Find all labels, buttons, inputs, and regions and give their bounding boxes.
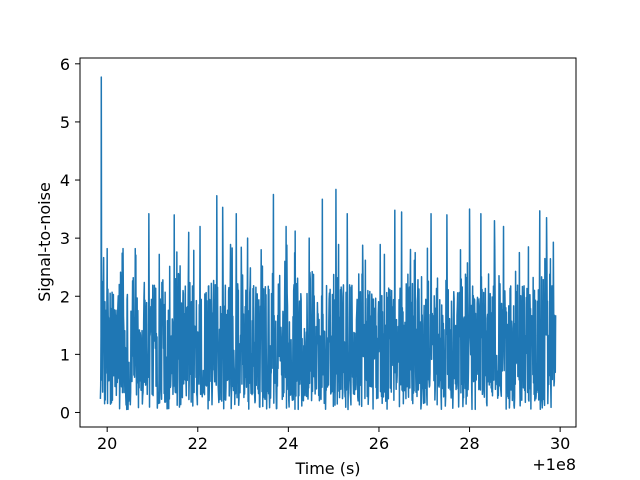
series-group bbox=[99, 76, 557, 411]
y-axis-label: Signal-to-noise bbox=[35, 182, 54, 302]
snr-series-line bbox=[99, 76, 557, 411]
x-axis-label: Time (s) bbox=[294, 459, 360, 478]
y-tick-label: 4 bbox=[60, 171, 70, 190]
x-tick-label: 26 bbox=[369, 434, 389, 453]
y-tick-label: 6 bbox=[60, 55, 70, 74]
x-axis-offset-label: +1e8 bbox=[532, 455, 576, 474]
y-tick-label: 5 bbox=[60, 113, 70, 132]
x-tick-label: 28 bbox=[459, 434, 479, 453]
y-tick-label: 1 bbox=[60, 345, 70, 364]
axes-frame bbox=[79, 57, 577, 428]
x-axis-ticks: 20 22 24 26 28 30 bbox=[97, 427, 570, 453]
x-tick-label: 22 bbox=[188, 434, 208, 453]
x-tick-label: 24 bbox=[278, 434, 298, 453]
y-axis-ticks: 0 1 2 3 4 5 6 bbox=[60, 55, 80, 422]
y-tick-label: 3 bbox=[60, 229, 70, 248]
x-tick-label: 30 bbox=[550, 434, 570, 453]
plot-area bbox=[99, 76, 557, 411]
y-tick-label: 0 bbox=[60, 403, 70, 422]
y-tick-label: 2 bbox=[60, 287, 70, 306]
x-tick-label: 20 bbox=[97, 434, 117, 453]
